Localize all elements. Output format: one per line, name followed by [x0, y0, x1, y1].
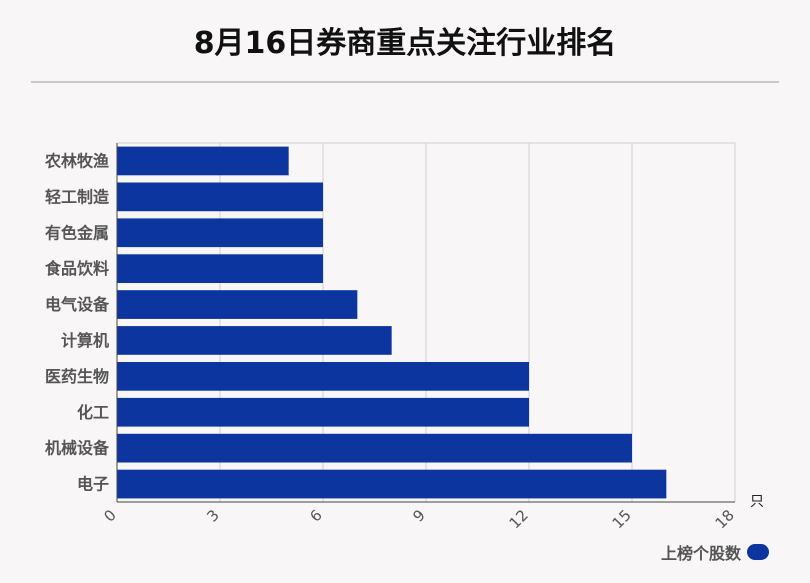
bars: [117, 146, 667, 499]
category-label: 机械设备: [45, 439, 110, 458]
bar: [117, 361, 529, 391]
category-label: 食品饮料: [44, 259, 109, 278]
bar: [117, 469, 667, 499]
x-tick-label: 12: [506, 506, 532, 532]
category-label: 农林牧渔: [44, 151, 109, 170]
category-label: 医药生物: [45, 367, 109, 386]
bar: [117, 146, 289, 176]
title-divider: [31, 81, 779, 83]
x-tick-label: 15: [609, 506, 635, 532]
x-tick-label: 18: [712, 506, 738, 532]
category-label: 电气设备: [45, 295, 110, 314]
x-tick-label: 3: [203, 506, 222, 525]
bar: [117, 218, 323, 248]
bar: [117, 254, 323, 284]
bar: [117, 290, 358, 319]
bar: [117, 182, 323, 212]
bar: [117, 326, 392, 355]
x-tick-label: 6: [306, 506, 325, 525]
legend: 上榜个股数: [661, 540, 769, 564]
legend-label: 上榜个股数: [660, 544, 741, 563]
axes: [116, 143, 735, 503]
page-title: 8月16日券商重点关注行业排名: [193, 26, 617, 61]
category-label: 轻工制造: [45, 187, 110, 206]
category-label: 电子: [77, 475, 109, 494]
category-label: 化工: [77, 403, 109, 422]
legend-swatch: [747, 544, 769, 560]
bar: [117, 433, 632, 463]
category-label: 有色金属: [45, 223, 109, 242]
bar: [117, 397, 529, 427]
category-label: 计算机: [61, 331, 109, 350]
x-tick-label: 9: [409, 506, 428, 525]
x-unit-label: 只: [750, 494, 764, 510]
x-tick-label: 0: [100, 506, 119, 525]
